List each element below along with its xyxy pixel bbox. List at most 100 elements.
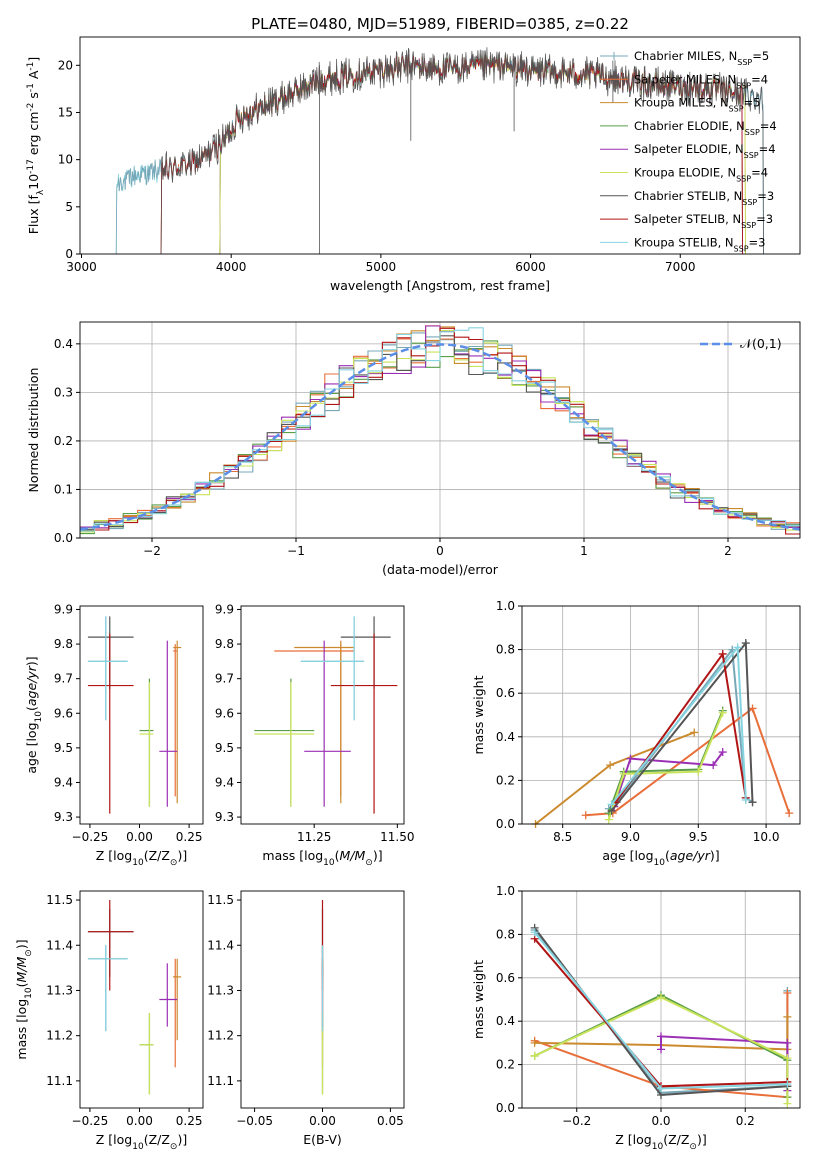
- errorbar-point: [159, 963, 178, 1027]
- y-axis-label: Normed distribution: [26, 368, 41, 493]
- y-tick-label: 0.8: [496, 643, 515, 657]
- errorbar-point: [254, 682, 315, 807]
- y-tick-label: 1.0: [496, 884, 515, 898]
- x-tick-label: 0.05: [377, 1114, 404, 1128]
- y-tick-label: 11.1: [46, 1074, 73, 1088]
- mass-age-axes: [254, 616, 398, 814]
- errorbar-point: [139, 1013, 154, 1095]
- axes-frame: 3000 4000 5000 6000 7000 0 5 10 15 20: [58, 36, 801, 274]
- axes-frame: 11.25 11.50 9.3 9.4 9.5 9.6 9.7 9.8 9.9: [215, 602, 415, 844]
- y-tick-label: 0.6: [496, 971, 515, 985]
- axes-frame: 8.5 9.0 9.5 10.0 0.0 0.2 0.4 0.6 0.8 1.0: [496, 599, 801, 844]
- mass-weight-marker: [718, 708, 727, 717]
- axes-frame: −0.05 0.00 0.05 11.1 11.2 11.3 11.4 11.5: [207, 890, 405, 1128]
- errorbar-point: [87, 633, 134, 814]
- x-tick-label: 0.25: [176, 830, 203, 844]
- mass-weight-marker: [741, 639, 750, 648]
- mass-weight-marker: [783, 1080, 792, 1089]
- axes-border: [240, 605, 405, 825]
- y-tick-label: 0.3: [54, 385, 73, 399]
- x-tick-label: −0.05: [236, 1114, 273, 1128]
- mass-weight-marker: [657, 1084, 665, 1093]
- y-tick-label: 0.4: [496, 730, 515, 744]
- errorbar-point: [330, 633, 398, 814]
- mass-weight-marker: [657, 993, 665, 1002]
- errorbar-point: [139, 682, 154, 807]
- y-tick-label: 9.4: [215, 775, 234, 789]
- axes-border: [521, 605, 801, 825]
- errorbar-point: [300, 616, 365, 721]
- x-tick-label: 6000: [515, 260, 546, 274]
- mass-weight-line: [534, 1016, 789, 1051]
- errorbar-point: [87, 945, 128, 1032]
- y-tick-label: 9.9: [54, 602, 73, 616]
- axes-border: [79, 890, 204, 1109]
- histogram-step: [80, 327, 800, 532]
- legend-entry: Chabrier MILES, NSSP=5: [634, 49, 769, 67]
- x-axis-label: (data-model)/error: [382, 562, 499, 577]
- mass-weight-marker: [626, 754, 635, 763]
- y-tick-label: 9.4: [54, 775, 73, 789]
- errorbar-point: [340, 616, 391, 690]
- mass-weight-marker: [748, 798, 757, 807]
- y-tick-label: 9.5: [215, 741, 234, 755]
- x-tick-label: 0.00: [309, 1114, 336, 1128]
- x-axis-label: age [log10(age/yr)]: [602, 848, 719, 868]
- mass-weight-marker: [530, 1051, 539, 1060]
- mass-weight-marker: [783, 988, 792, 997]
- x-tick-label: −0.25: [72, 1114, 109, 1128]
- y-tick-label: 15: [58, 105, 73, 119]
- axes-frame: −0.2 0.0 0.2 0.0 0.2 0.4 0.6 0.8 1.0: [496, 884, 801, 1128]
- x-tick-label: 4000: [216, 260, 247, 274]
- y-tick-label: 9.5: [54, 741, 73, 755]
- y-tick-label: 0.4: [54, 337, 73, 351]
- y-tick-label: 0.0: [496, 1101, 515, 1115]
- legend-entry: Salpeter STELIB, NSSP=3: [634, 212, 773, 230]
- x-tick-label: 2: [724, 544, 732, 558]
- y-tick-label: 11.4: [46, 938, 73, 952]
- mass-weight-marker: [604, 815, 613, 824]
- legend-entry: Chabrier ELODIE, NSSP=4: [634, 119, 777, 137]
- legend-entry: Salpeter MILES, NSSP=4: [634, 72, 768, 90]
- x-axis-label: Z [log10(Z/Z⊙)]: [96, 1132, 187, 1152]
- y-tick-label: 20: [58, 58, 73, 72]
- errorbar-point: [304, 640, 351, 807]
- y-tick-label: 9.7: [54, 672, 73, 686]
- mass-weight-marker: [607, 800, 616, 809]
- y-tick-label: 0.1: [54, 482, 73, 496]
- x-tick-label: 1: [580, 544, 588, 558]
- x-tick-label: 10.0: [753, 830, 780, 844]
- mass-weight-marker: [785, 809, 794, 818]
- axes-frame: −0.25 0.00 0.25 9.3 9.4 9.5 9.6 9.7 9.8 9.9: [54, 602, 204, 844]
- mass-weight-marker: [619, 769, 628, 778]
- x-tick-label: 0.00: [126, 1114, 153, 1128]
- x-tick-label: 0.00: [126, 830, 153, 844]
- mass-weight-marker: [733, 643, 742, 652]
- x-tick-label: −2: [143, 544, 161, 558]
- y-tick-label: 0.2: [496, 773, 515, 787]
- z-age-axes: [87, 616, 182, 814]
- y-tick-label: 0: [65, 247, 73, 261]
- mass-weight-marker: [581, 811, 590, 820]
- errorbar-point: [87, 945, 128, 1032]
- x-tick-label: 8.5: [553, 830, 572, 844]
- y-tick-label: 0.8: [496, 927, 515, 941]
- mass-weight-line: [585, 706, 791, 817]
- y-tick-label: 0.2: [54, 434, 73, 448]
- y-tick-label: 9.8: [54, 637, 73, 651]
- figure-title: PLATE=0480, MJD=51989, FIBERID=0385, z=0…: [251, 15, 629, 33]
- y-tick-label: 11.2: [207, 1029, 234, 1043]
- mass-weight-marker: [606, 761, 615, 770]
- z-weight-axes: [522, 890, 800, 1109]
- y-tick-label: 11.5: [46, 893, 73, 907]
- mass-weight-marker: [694, 767, 703, 776]
- y-tick-label: 11.1: [207, 1074, 234, 1088]
- x-axis-label: mass [log10(M/M⊙)]: [262, 848, 382, 868]
- spectrum-line: [160, 47, 765, 255]
- x-tick-label: 0.2: [736, 1114, 755, 1128]
- legend-entry: Chabrier STELIB, NSSP=3: [634, 189, 774, 207]
- y-tick-label: 9.9: [215, 602, 234, 616]
- mass-weight-marker: [783, 1099, 792, 1108]
- errorbar-point: [87, 616, 128, 721]
- age-weight-axes: [522, 605, 800, 828]
